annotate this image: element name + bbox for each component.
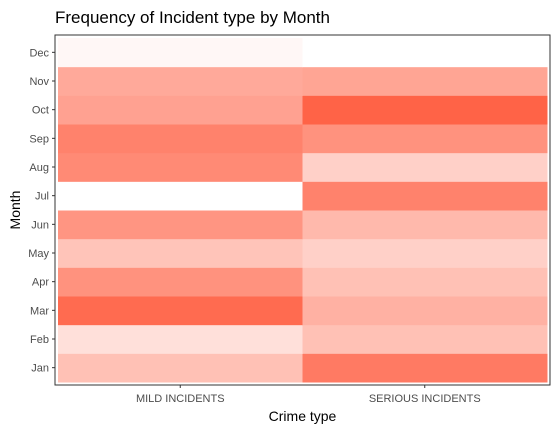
- y-tick-label: Jun: [31, 219, 49, 231]
- y-tick-label: Oct: [32, 105, 49, 117]
- y-axis: Jan Feb Mar Apr May Jun Jul Aug Sep Oct Nov Dec: [28, 47, 55, 374]
- y-tick-label: Feb: [30, 334, 49, 346]
- heatmap-cell-feb-serious: [303, 325, 548, 354]
- heatmap-cell-jun-mild: [58, 210, 303, 239]
- heatmap-cell-nov-serious: [303, 67, 548, 96]
- heatmap-cell-jun-serious: [303, 210, 548, 239]
- heatmap-cell-may-serious: [303, 239, 548, 268]
- heatmap-cell-oct-mild: [58, 95, 303, 124]
- x-tick-label: MILD INCIDENTS: [136, 393, 225, 405]
- y-tick-label: Sep: [29, 133, 49, 145]
- y-tick-label: Apr: [32, 277, 49, 289]
- y-axis-title: Month: [7, 191, 23, 230]
- heatmap-cells: [58, 38, 548, 383]
- heatmap-cell-jul-serious: [303, 181, 548, 210]
- heatmap-cell-jul-mild: [58, 181, 303, 210]
- heatmap-cell-mar-mild: [58, 296, 303, 325]
- x-axis-title: Crime type: [269, 408, 337, 424]
- heatmap-cell-jan-mild: [58, 353, 303, 382]
- heatmap-cell-jan-serious: [303, 353, 548, 382]
- heatmap-cell-mar-serious: [303, 296, 548, 325]
- heatmap-cell-aug-mild: [58, 153, 303, 182]
- heatmap-cell-feb-mild: [58, 325, 303, 354]
- heatmap-cell-sep-serious: [303, 124, 548, 153]
- heatmap-cell-dec-serious: [303, 38, 548, 67]
- heatmap-cell-aug-serious: [303, 153, 548, 182]
- heatmap-cell-may-mild: [58, 239, 303, 268]
- heatmap-cell-apr-serious: [303, 267, 548, 296]
- heatmap-cell-sep-mild: [58, 124, 303, 153]
- y-tick-label: Mar: [30, 305, 49, 317]
- heatmap-cell-apr-mild: [58, 267, 303, 296]
- chart-title: Frequency of Incident type by Month: [55, 8, 330, 27]
- y-tick-label: May: [28, 248, 49, 260]
- heatmap-cell-oct-serious: [303, 95, 548, 124]
- x-axis: MILD INCIDENTS SERIOUS INCIDENTS: [136, 385, 481, 405]
- y-tick-label: Jul: [35, 191, 49, 203]
- y-tick-label: Jan: [31, 363, 49, 375]
- y-tick-label: Dec: [29, 47, 49, 59]
- heatmap-cell-dec-mild: [58, 38, 303, 67]
- y-tick-label: Aug: [29, 162, 49, 174]
- heatmap-cell-nov-mild: [58, 67, 303, 96]
- y-tick-label: Nov: [29, 76, 49, 88]
- x-tick-label: SERIOUS INCIDENTS: [369, 393, 481, 405]
